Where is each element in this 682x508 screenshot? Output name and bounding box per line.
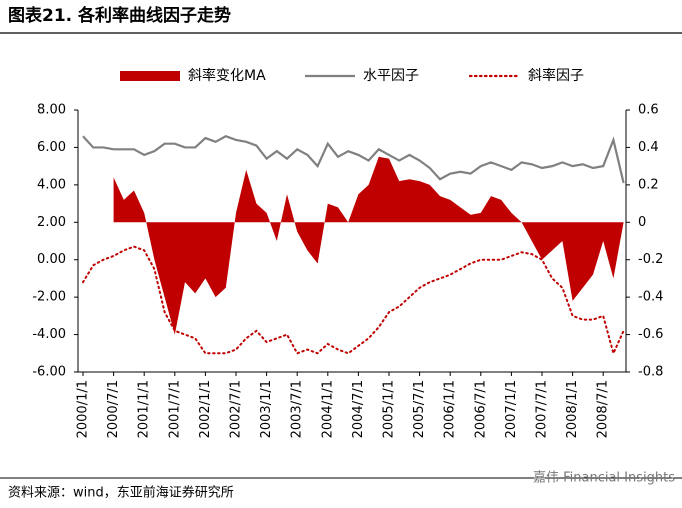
watermark: 嘉伟 Financial Insights	[533, 471, 675, 486]
x-tick-label: 2007/7/1	[535, 380, 550, 438]
y2-tick-label: 0.6	[638, 103, 659, 118]
legend-label: 斜率因子	[528, 67, 584, 84]
y-tick-label: 8.00	[37, 103, 66, 118]
legend-swatch	[120, 71, 180, 81]
x-tick-label: 2004/7/1	[351, 380, 366, 438]
chart-title: 图表21. 各利率曲线因子走势	[8, 5, 231, 26]
legend-label: 斜率变化MA	[188, 67, 266, 84]
source-note: 资料来源：wind，东亚前海证券研究所	[8, 485, 234, 501]
x-tick-label: 2006/1/1	[443, 380, 458, 438]
y2-tick-label: 0	[638, 215, 646, 230]
x-tick-label: 2001/1/1	[137, 380, 152, 438]
x-tick-label: 2005/1/1	[382, 380, 397, 438]
line	[82, 134, 625, 184]
y2-tick-label: -0.8	[638, 365, 663, 380]
y-tick-label: -2.00	[32, 290, 66, 305]
x-tick-label: 2000/1/1	[76, 380, 91, 438]
y2-tick-label: -0.4	[638, 290, 663, 305]
x-tick-label: 2006/7/1	[473, 380, 488, 438]
y-tick-label: 6.00	[37, 140, 66, 155]
x-tick-label: 2001/7/1	[167, 380, 182, 438]
y-tick-label: -6.00	[32, 365, 66, 380]
x-tick-label: 2008/1/1	[565, 380, 580, 438]
x-tick-label: 2008/7/1	[596, 380, 611, 438]
y-tick-label: 0.00	[37, 252, 66, 267]
legend-label: 水平因子	[363, 68, 419, 84]
x-tick-label: 2003/7/1	[290, 380, 305, 438]
x-tick-label: 2007/1/1	[504, 380, 519, 438]
area	[113, 156, 624, 335]
y2-tick-label: 0.4	[638, 140, 659, 155]
x-tick-label: 2002/1/1	[198, 380, 213, 438]
y2-tick-label: -0.6	[638, 327, 663, 342]
x-tick-label: 2003/1/1	[259, 380, 274, 438]
x-tick-label: 2002/7/1	[229, 380, 244, 438]
y-tick-label: 2.00	[37, 215, 66, 230]
y2-tick-label: -0.2	[638, 252, 663, 267]
x-tick-label: 2005/7/1	[412, 380, 427, 438]
x-tick-label: 2004/1/1	[320, 380, 335, 438]
x-tick-label: 2000/7/1	[106, 380, 121, 438]
y-tick-label: -4.00	[32, 327, 66, 342]
y2-tick-label: 0.2	[638, 177, 659, 192]
y-tick-label: 4.00	[37, 177, 66, 192]
